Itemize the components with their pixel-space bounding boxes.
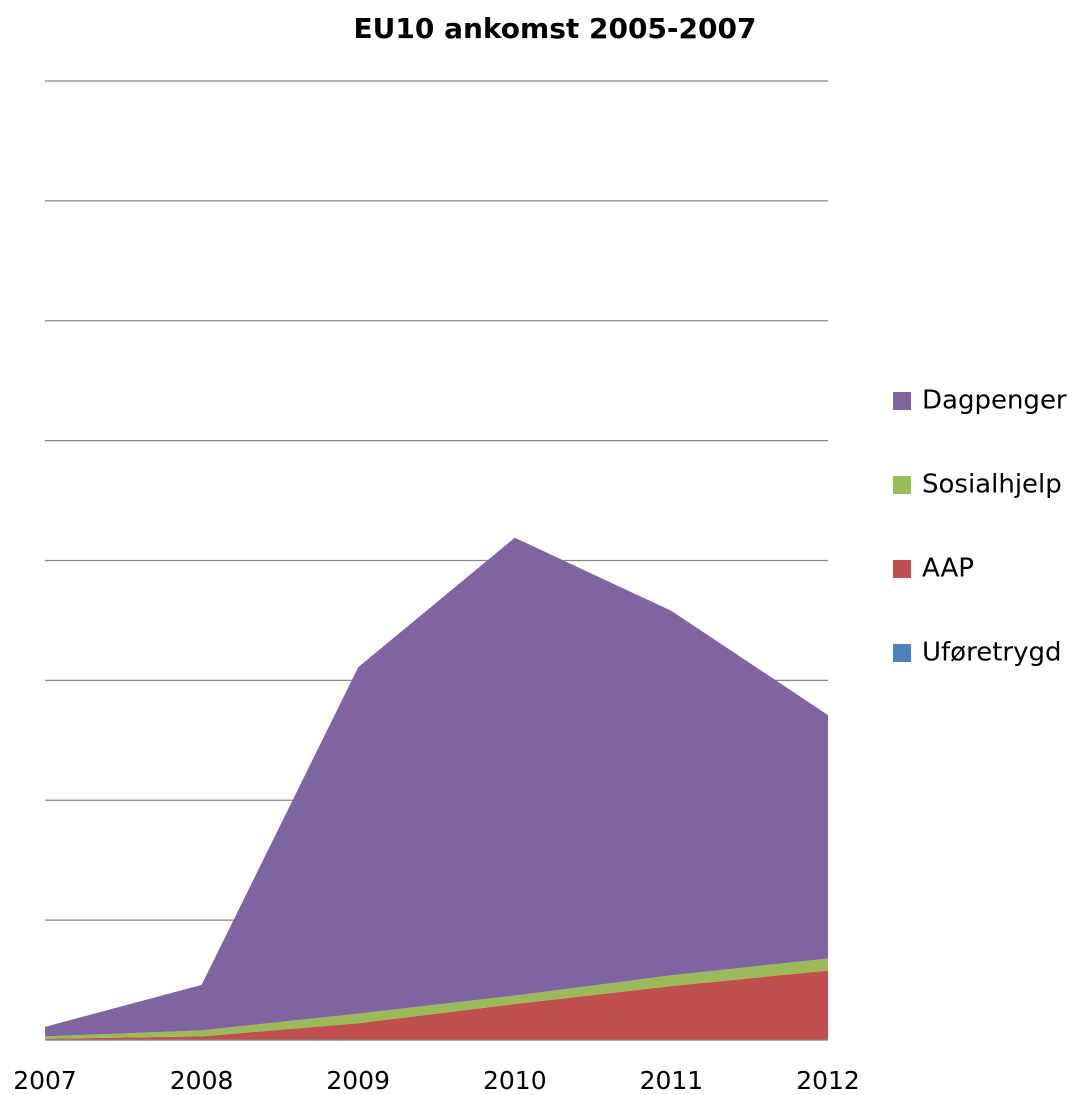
x-tick-label: 2009: [326, 1066, 390, 1095]
legend-swatch: [893, 392, 911, 410]
x-tick-label: 2008: [170, 1066, 234, 1095]
legend-swatch: [893, 644, 911, 662]
legend-swatch: [893, 476, 911, 494]
legend-label: Sosialhjelp: [922, 470, 1062, 500]
legend-label: Dagpenger: [922, 386, 1067, 416]
legend-swatch: [893, 560, 911, 578]
area: [45, 537, 828, 1037]
legend-label: Uføretrygd: [922, 638, 1061, 668]
legend-label: AAP: [922, 554, 974, 584]
chart-title: EU10 ankomst 2005-2007: [354, 12, 757, 45]
x-tick-label: 2011: [640, 1066, 704, 1095]
x-tick-label: 2010: [483, 1066, 547, 1095]
x-tick-label: 2007: [13, 1066, 77, 1095]
x-tick-label: 2012: [796, 1066, 860, 1095]
area: [45, 970, 828, 1040]
